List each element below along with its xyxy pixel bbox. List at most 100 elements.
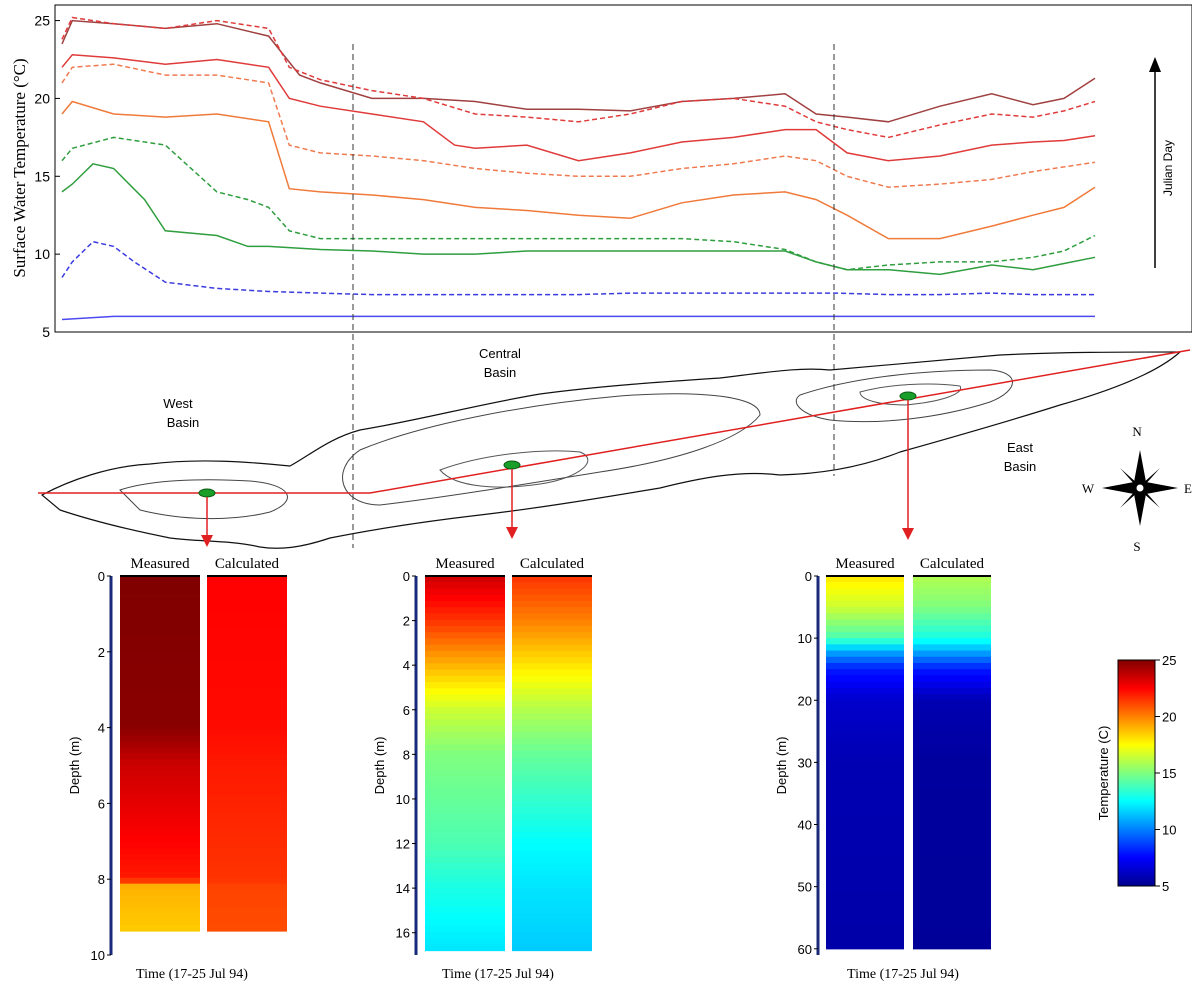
heatmap-cell xyxy=(207,694,287,701)
heatmap-cell xyxy=(120,729,200,737)
heatmap-cell xyxy=(120,712,200,719)
heatmap-cell xyxy=(913,843,991,850)
heatmap-cell xyxy=(207,688,287,695)
heatmap-cell xyxy=(913,619,991,627)
depth-tick-label: 4 xyxy=(98,721,105,736)
heatmap-cell xyxy=(913,756,991,763)
heatmap-cell xyxy=(913,675,991,683)
heatmap-cell xyxy=(512,657,592,664)
heatmap-cell xyxy=(512,794,592,802)
heatmap-cell xyxy=(512,650,592,658)
heatmap-cell xyxy=(207,682,287,690)
heatmap-cell xyxy=(512,619,592,627)
heatmap-cell xyxy=(512,856,592,864)
heatmap-cell xyxy=(512,900,592,908)
heatmap-cell xyxy=(425,675,505,683)
heatmap-cell xyxy=(425,794,505,802)
heatmap-cell xyxy=(826,892,904,900)
heatmap-cell xyxy=(826,781,904,788)
heatmap-cell xyxy=(826,594,904,602)
heatmap-cell xyxy=(826,936,904,944)
heatmap-cell xyxy=(512,576,592,583)
heatmap-cell xyxy=(512,825,592,833)
heatmap-cell xyxy=(207,794,287,802)
heatmap-cell xyxy=(512,875,592,883)
heatmap-cell xyxy=(826,613,904,621)
heatmap-cell xyxy=(207,883,287,891)
heatmap-cell xyxy=(512,844,592,852)
heatmap-cell xyxy=(913,687,991,695)
heatmap-cell xyxy=(913,818,991,826)
compass-n: N xyxy=(1132,424,1142,439)
heatmap-cell xyxy=(826,793,904,801)
heatmap-cell xyxy=(913,768,991,776)
heatmap-measured: Measured xyxy=(425,556,505,952)
heatmap-cell xyxy=(826,849,904,857)
heatmap-cell xyxy=(512,750,592,758)
heatmap-cell xyxy=(913,762,991,770)
heatmap-cell xyxy=(512,925,592,933)
heatmap-cell xyxy=(120,765,200,772)
heatmap-cell xyxy=(207,824,287,832)
heatmap-cell xyxy=(425,856,505,864)
profile-panels: 0 2 4 6 8 10 Depth (m) Measured Calculated Time (… xyxy=(67,556,991,982)
heatmap-cell xyxy=(913,582,991,590)
heatmap-cell xyxy=(826,861,904,869)
heatmap-cell xyxy=(425,931,505,939)
depth-tick-label: 40 xyxy=(798,818,812,833)
heatmap-cell xyxy=(826,681,904,689)
heatmap-cell xyxy=(207,753,287,761)
heatmap-cell xyxy=(913,892,991,900)
heatmap-cell xyxy=(826,619,904,627)
heatmap-cell xyxy=(913,576,991,583)
heatmap-cell xyxy=(120,830,200,837)
heatmap-cell xyxy=(425,757,505,764)
panel-header: Measured xyxy=(435,556,495,572)
heatmap-cell xyxy=(913,774,991,782)
heatmap-cell xyxy=(207,871,287,879)
heatmap-cell xyxy=(207,818,287,826)
heatmap-cell xyxy=(512,913,592,920)
depth-tick-label: 30 xyxy=(798,755,812,770)
heatmap-cell xyxy=(913,712,991,720)
heatmap-cell xyxy=(826,868,904,875)
heatmap-cell xyxy=(826,836,904,844)
y-axis-label: Surface Water Temperature (°C) xyxy=(10,58,29,277)
heatmap-cell xyxy=(120,877,200,885)
heatmap-cell xyxy=(512,838,592,846)
heatmap-cell xyxy=(913,899,991,906)
heatmap-cell xyxy=(913,787,991,795)
depth-tick-label: 6 xyxy=(98,796,105,811)
heatmap-cell xyxy=(207,735,287,743)
heatmap-cell xyxy=(207,747,287,755)
heatmap-cell xyxy=(207,771,287,778)
heatmap-cell xyxy=(512,688,592,696)
lake-map: West Basin Central Basin East Basin N S E W xyxy=(38,346,1192,554)
heatmap-cell xyxy=(512,894,592,902)
panel-header: Calculated xyxy=(520,556,585,572)
heatmap-cell xyxy=(120,576,200,583)
heatmap-cell xyxy=(207,611,287,619)
heatmap-cell xyxy=(120,706,200,713)
heatmap-cell xyxy=(120,641,200,648)
heatmap-cell xyxy=(425,600,505,608)
heatmap-cell xyxy=(425,775,505,783)
heatmap-cell xyxy=(913,731,991,739)
heatmap-cell xyxy=(826,855,904,863)
heatmap-cell xyxy=(425,813,505,821)
julian-day-arrow xyxy=(1149,57,1161,268)
heatmap-cell xyxy=(913,930,991,937)
heatmap-cell xyxy=(913,718,991,726)
heatmap-cell xyxy=(120,854,200,861)
heatmap-cell xyxy=(207,895,287,903)
heatmap-cell xyxy=(512,582,592,590)
heatmap-cell xyxy=(120,812,200,820)
depth-tick-label: 16 xyxy=(396,926,410,941)
heatmap-cell xyxy=(512,744,592,752)
heatmap-cell xyxy=(512,819,592,827)
heatmap-cell xyxy=(207,723,287,731)
series-line-1 xyxy=(61,19,1096,123)
heatmap-cell xyxy=(207,777,287,784)
heatmap-cell xyxy=(913,588,991,596)
